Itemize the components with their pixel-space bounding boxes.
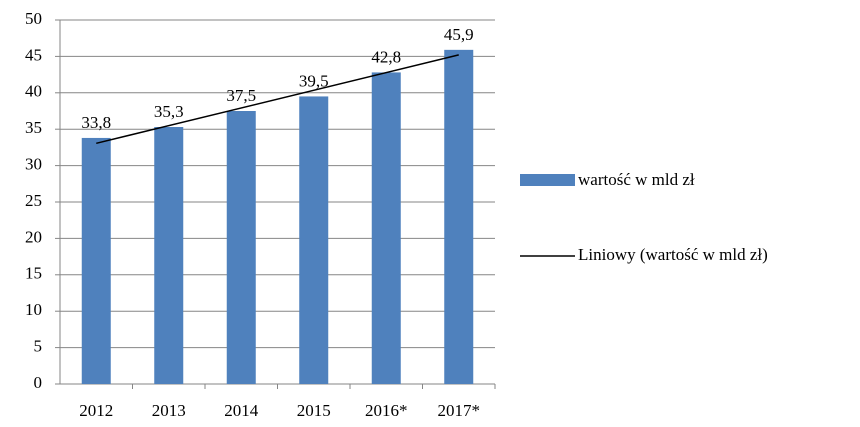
value-label: 37,5 — [226, 86, 256, 105]
bar — [371, 72, 401, 384]
bar — [299, 96, 329, 384]
bar — [81, 137, 111, 384]
value-label: 35,3 — [154, 102, 184, 121]
trendline — [96, 54, 459, 145]
legend-label: Liniowy (wartość w mld zł) — [578, 245, 768, 264]
x-tick-label: 2016* — [365, 401, 408, 420]
y-tick-label: 15 — [25, 264, 42, 283]
x-tick-label: 2015 — [297, 401, 331, 420]
y-tick-label: 0 — [34, 373, 43, 392]
y-tick-label: 5 — [34, 337, 43, 356]
value-label: 33,8 — [81, 113, 111, 132]
x-tick-label: 2013 — [152, 401, 186, 420]
x-tick-label: 2014 — [224, 401, 259, 420]
y-tick-label: 25 — [25, 191, 42, 210]
bar — [154, 127, 184, 385]
y-tick-label: 40 — [25, 82, 42, 101]
bar — [444, 49, 474, 385]
y-tick-label: 20 — [25, 227, 42, 246]
legend-label: wartość w mld zł — [578, 170, 695, 189]
y-tick-label: 10 — [25, 300, 42, 319]
legend-swatch — [520, 174, 575, 186]
y-tick-label: 35 — [25, 118, 42, 137]
value-label: 42,8 — [371, 47, 401, 66]
y-tick-label: 50 — [25, 9, 42, 28]
y-tick-label: 45 — [25, 45, 42, 64]
value-label: 39,5 — [299, 71, 329, 90]
value-label: 45,9 — [444, 25, 474, 44]
bar — [226, 111, 256, 384]
y-tick-label: 30 — [25, 155, 42, 174]
x-tick-label: 2012 — [79, 401, 113, 420]
x-tick-label: 2017* — [438, 401, 481, 420]
